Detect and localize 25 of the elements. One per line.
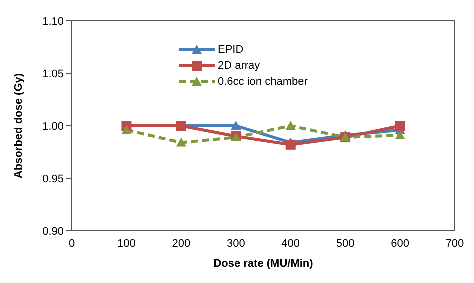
point xyxy=(395,130,406,140)
y-tick-label: 1.05 xyxy=(42,68,64,80)
x-tick-label: 700 xyxy=(446,238,464,250)
point xyxy=(286,121,296,130)
y-tick-label: 1.10 xyxy=(42,16,64,28)
legend-label: EPID xyxy=(218,44,244,56)
x-tick-label: 300 xyxy=(226,238,246,250)
x-axis-title: Dose rate (MU/Min) xyxy=(214,258,314,270)
x-tick-label: 600 xyxy=(391,238,410,250)
point xyxy=(395,121,406,131)
x-tick-label: 500 xyxy=(336,238,355,250)
x-tick-label: 200 xyxy=(172,238,191,250)
legend-label: 0.6cc ion chamber xyxy=(218,76,308,88)
y-axis-title: Absorbed dose (Gy) xyxy=(12,73,25,179)
y-tick-label: 0.90 xyxy=(42,226,64,238)
x-tick-label: 0 xyxy=(68,238,76,250)
point xyxy=(231,121,242,130)
x-tick-label: 400 xyxy=(282,238,300,250)
x-tick-label: 100 xyxy=(118,238,136,250)
point xyxy=(286,140,296,150)
y-tick-label: 0.95 xyxy=(42,173,64,186)
y-tick-label: 1.00 xyxy=(42,120,64,133)
point xyxy=(122,125,132,134)
legend-label: 2D array xyxy=(218,60,260,72)
point xyxy=(176,138,186,147)
